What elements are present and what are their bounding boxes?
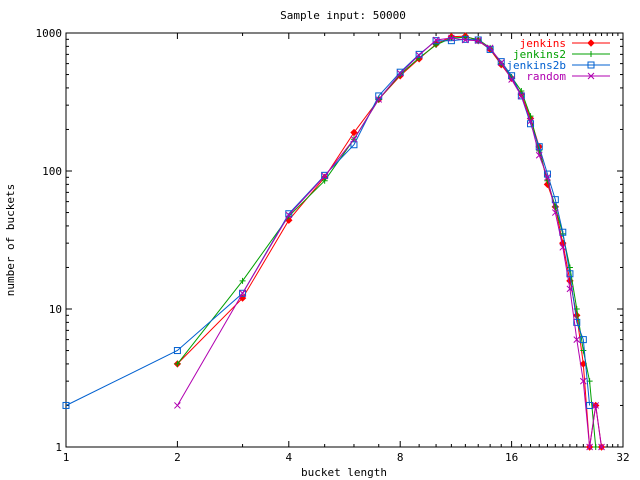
data-point-random <box>586 443 593 451</box>
data-point-random <box>474 37 482 45</box>
x-tick-label: 16 <box>505 451 518 464</box>
y-tick-label: 1 <box>55 441 62 454</box>
data-point-random <box>598 443 605 451</box>
data-point-random <box>432 36 440 44</box>
x-axis-label: bucket length <box>301 466 387 479</box>
data-point-jenkins2b <box>486 45 494 53</box>
data-point-random <box>517 92 525 100</box>
data-point-random <box>551 209 559 216</box>
legend-entry-random: random <box>526 70 610 83</box>
data-point-jenkins2b <box>350 141 358 149</box>
data-point-random <box>375 96 383 103</box>
series-line-random <box>176 37 602 448</box>
series-line-jenkins <box>177 35 602 448</box>
data-point-random <box>535 151 543 159</box>
legend-entry-jenkins: jenkins <box>520 37 610 50</box>
data-point-jenkins2b <box>497 58 505 66</box>
data-point-jenkins2 <box>536 147 543 154</box>
data-point-jenkins2b <box>517 92 525 100</box>
data-point-random <box>321 172 329 180</box>
data-point-jenkins2b <box>321 171 329 179</box>
data-point-jenkins2b <box>396 68 404 76</box>
data-point-jenkins <box>350 128 358 137</box>
data-point-jenkins2b <box>432 37 440 45</box>
legend-marker <box>588 51 594 57</box>
data-point-random <box>508 76 515 83</box>
data-point-random <box>239 289 246 297</box>
legend-marker <box>587 61 595 69</box>
y-tick-label: 10 <box>49 303 62 316</box>
data-point-jenkins2 <box>239 277 246 284</box>
data-point-jenkins2b <box>579 336 587 344</box>
y-tick-label: 1000 <box>36 27 63 40</box>
data-point-jenkins2b <box>586 401 594 409</box>
data-point-random <box>174 402 181 409</box>
legend-label: random <box>526 70 566 83</box>
legend-label: jenkins2b <box>506 59 566 72</box>
data-point-jenkins2b <box>573 318 581 326</box>
data-point-jenkins2b <box>285 210 293 218</box>
series-layer <box>62 32 606 451</box>
data-point-jenkins2b <box>415 50 423 58</box>
series-jenkins2b <box>62 35 594 409</box>
data-point-jenkins2b <box>239 289 247 297</box>
data-point-random <box>415 51 423 59</box>
data-point-random <box>592 402 600 409</box>
x-tick-label: 2 <box>174 451 181 464</box>
data-point-random <box>462 36 469 44</box>
data-point-jenkins2b <box>62 401 70 409</box>
data-point-jenkins2 <box>566 264 573 271</box>
x-tick-label: 1 <box>63 451 70 464</box>
y-tick-label: 100 <box>42 165 62 178</box>
data-point-jenkins2 <box>174 360 181 367</box>
data-point-jenkins2 <box>592 444 599 450</box>
y-axis-label: number of buckets <box>4 184 17 297</box>
plot-frame <box>65 32 624 448</box>
data-point-random <box>396 70 404 77</box>
series-jenkins <box>173 32 606 451</box>
data-point-random <box>544 173 551 181</box>
legend-marker <box>587 39 595 47</box>
legend-label: jenkins <box>520 37 566 50</box>
series-line-jenkins2 <box>177 36 597 448</box>
data-point-jenkins2b <box>474 36 482 44</box>
data-point-random <box>579 377 587 385</box>
data-point-random <box>559 243 567 251</box>
data-point-random <box>566 285 574 293</box>
data-point-random <box>527 117 534 125</box>
series-line-jenkins2b <box>65 38 591 406</box>
axes: 1 2 4 8 16 32 1 10 100 1000 <box>36 27 630 464</box>
data-point-jenkins2 <box>433 41 440 48</box>
data-point-random <box>285 211 293 219</box>
data-point-random <box>448 34 455 42</box>
x-tick-label: 32 <box>616 451 629 464</box>
data-point-random <box>350 135 358 143</box>
chart-title: Sample input: 50000 <box>280 9 406 22</box>
x-tick-label: 8 <box>397 451 404 464</box>
legend-label: jenkins2 <box>513 48 566 61</box>
series-jenkins2 <box>174 34 599 450</box>
x-tick-label: 4 <box>285 451 292 464</box>
data-point-jenkins2b <box>535 143 543 151</box>
data-point-jenkins2 <box>580 347 587 354</box>
data-point-jenkins2b <box>173 347 181 355</box>
legend-marker <box>587 72 595 80</box>
series-random <box>174 34 605 451</box>
data-point-random <box>573 336 581 343</box>
legend-entry-jenkins2b: jenkins2b <box>506 59 610 72</box>
legend-entry-jenkins2: jenkins2 <box>513 48 610 61</box>
data-point-jenkins <box>573 311 581 320</box>
data-point-random <box>497 59 505 66</box>
data-point-random <box>486 44 494 52</box>
